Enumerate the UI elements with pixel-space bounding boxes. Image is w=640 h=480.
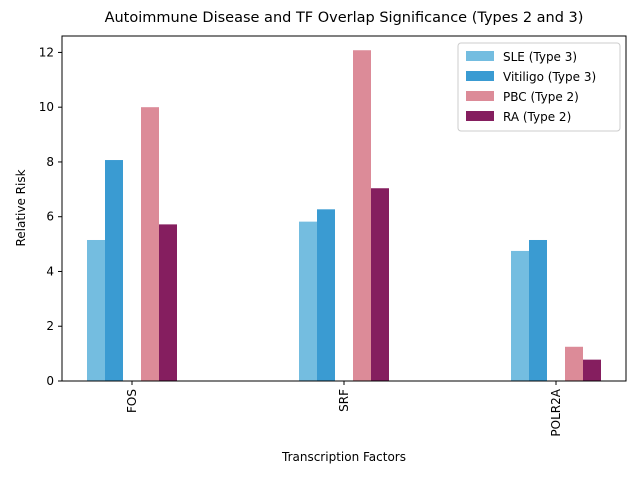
bar-srf-pbc-type-2 (353, 50, 371, 382)
y-tick-label: 2 (46, 319, 54, 333)
legend-swatch (466, 71, 494, 81)
y-tick-label: 12 (39, 45, 54, 59)
legend-box (457, 42, 621, 132)
legend-swatch (466, 51, 494, 61)
bar-srf-vitiligo-type-3 (317, 209, 335, 381)
x-tick-label: POLR2A (549, 388, 563, 436)
bar-fos-ra-type-2 (159, 224, 177, 381)
legend-swatch (466, 91, 494, 101)
y-axis-ticks: 0 2 4 6 8 10 12 (39, 45, 62, 388)
x-tick-label: SRF (337, 389, 351, 412)
legend-label: Vitiligo (Type 3) (503, 70, 596, 84)
x-axis-label: Transcription Factors (281, 450, 406, 464)
bar-fos-sle-type-3 (87, 239, 105, 381)
y-tick-label: 4 (46, 264, 54, 278)
legend: SLE (Type 3) Vitiligo (Type 3) PBC (Type 2… (457, 42, 621, 132)
legend-label: RA (Type 2) (503, 110, 571, 124)
y-tick-label: 10 (39, 100, 54, 114)
bar-fos-vitiligo-type-3 (105, 160, 123, 381)
legend-label: SLE (Type 3) (503, 50, 577, 64)
bar-polr2a-pbc-type-2 (565, 346, 583, 381)
x-axis-ticks: FOS SRF POLR2A (125, 381, 563, 437)
bar-fos-pbc-type-2 (141, 107, 159, 381)
plot-frame (61, 35, 627, 382)
y-tick-label: 8 (46, 155, 54, 169)
bar-polr2a-vitiligo-type-3 (529, 239, 547, 381)
y-tick-label: 0 (46, 374, 54, 388)
chart-title: Autoimmune Disease and TF Overlap Signif… (105, 10, 584, 26)
y-tick-label: 6 (46, 210, 54, 224)
legend-label: PBC (Type 2) (503, 90, 579, 104)
x-tick-label: FOS (125, 389, 139, 413)
bar-polr2a-ra-type-2 (583, 359, 601, 381)
bar-srf-ra-type-2 (371, 188, 389, 381)
legend-swatch (466, 111, 494, 121)
bars-group (87, 50, 601, 382)
y-axis-label: Relative Risk (14, 169, 28, 246)
bar-srf-sle-type-3 (299, 221, 317, 381)
bar-polr2a-sle-type-3 (511, 250, 529, 381)
